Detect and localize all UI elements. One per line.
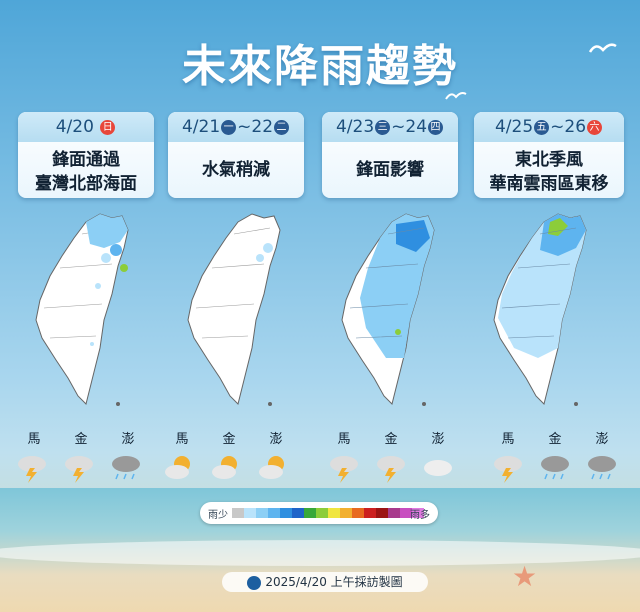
cloud-icon [424,460,452,476]
partly-sunny-icon [165,456,190,479]
date-label: 4/23 [335,117,375,137]
weather-icons [490,450,620,484]
starfish-icon: ★ [512,560,538,593]
legend-color-swatch [256,508,268,518]
weather-icons [162,450,292,484]
weekday-badge: 二 [274,119,290,135]
station-kinmen: 金 [74,432,88,447]
legend-color-swatch [400,508,412,518]
legend-color-swatch [352,508,364,518]
station-matsu: 馬 [501,432,515,447]
legend-color-swatch [316,508,328,518]
thunder-rain-icon [18,456,46,483]
legend-color-bar [232,508,424,518]
legend-low-label: 雨少 [208,510,228,521]
legend-color-swatch [244,508,256,518]
station-labels: 馬 金 澎 [16,428,146,447]
date-header: 4/25 五 ~26 六 [474,112,624,142]
station-penghu: 澎 [431,432,445,447]
date-label: 4/25 [494,117,534,137]
forecast-description: 鋒面通過 臺灣北部海面 [18,142,154,196]
legend-color-swatch [232,508,244,518]
legend-color-swatch [328,508,340,518]
seagull-icon [588,43,617,53]
date-end-label: ~24 [391,117,428,137]
date-header: 4/21 一 ~22 二 [168,112,304,142]
station-labels: 馬 金 澎 [164,428,294,447]
thunder-rain-icon [65,456,93,483]
station-matsu: 馬 [175,432,189,447]
station-penghu: 澎 [595,432,609,447]
weekday-badge: 三 [375,119,391,135]
taiwan-rain-map-4 [493,213,587,406]
partly-sunny-icon [259,456,284,479]
footer-text: 2025/4/20 上午採訪製圖 [265,575,403,589]
station-labels: 馬 金 澎 [326,428,456,447]
date-end-label: ~22 [237,117,274,137]
legend-color-swatch [280,508,292,518]
partly-sunny-icon [212,456,237,479]
legend-color-swatch [412,508,424,518]
taiwan-rain-map-3 [341,213,435,406]
weekday-badge: 六 [587,119,603,135]
cwa-logo-icon [247,575,262,590]
date-label: 4/20 [55,117,94,137]
weekday-badge: 日 [100,119,116,135]
seagull-icon [445,92,467,100]
forecast-description: 水氣稍減 [168,142,304,182]
weekday-badge: 四 [428,119,444,135]
taiwan-rain-map-2 [187,213,281,406]
forecast-card-3: 4/23 三 ~24 四 鋒面影響 [322,112,458,198]
station-kinmen: 金 [548,432,562,447]
legend-color-swatch [304,508,316,518]
legend-color-swatch [292,508,304,518]
station-labels: 馬 金 澎 [490,428,620,447]
page-title: 未來降雨趨勢 [182,41,458,92]
credit-footer: 2025/4/20 上午採訪製圖 [222,572,428,592]
date-header: 4/20 日 [18,112,154,142]
weather-icons [14,450,144,484]
forecast-card-2: 4/21 一 ~22 二 水氣稍減 [168,112,304,198]
legend-color-swatch [268,508,280,518]
description-line: 華南雲雨區東移 [489,174,609,194]
station-matsu: 馬 [27,432,41,447]
thunder-rain-icon [494,456,522,483]
date-end-label: ~26 [550,117,587,137]
weekday-badge: 一 [221,119,237,135]
legend-color-swatch [376,508,388,518]
taiwan-rain-map-1 [35,213,129,406]
station-penghu: 澎 [121,432,135,447]
station-penghu: 澎 [269,432,283,447]
description-line: 鋒面通過 [52,150,120,170]
description-line: 臺灣北部海面 [35,174,137,194]
date-label: 4/21 [181,117,221,137]
rain-legend: 雨少 雨多 [200,502,438,524]
forecast-card-4: 4/25 五 ~26 六 東北季風 華南雲雨區東移 [474,112,624,198]
date-header: 4/23 三 ~24 四 [322,112,458,142]
station-matsu: 馬 [337,432,351,447]
cloud-rain-icon [541,456,569,480]
legend-color-swatch [340,508,352,518]
legend-color-swatch [388,508,400,518]
weather-icons [326,450,456,484]
station-kinmen: 金 [384,432,398,447]
cloud-rain-icon [112,456,140,480]
description-line: 水氣稍減 [202,160,270,180]
legend-high-label: 雨多 [410,510,430,521]
forecast-description: 東北季風 華南雲雨區東移 [474,142,624,196]
forecast-description: 鋒面影響 [322,142,458,182]
thunder-rain-icon [330,456,358,483]
weekday-badge: 五 [534,119,550,135]
cloud-rain-icon [588,456,616,480]
legend-color-swatch [364,508,376,518]
station-kinmen: 金 [222,432,236,447]
thunder-rain-icon [377,456,405,483]
description-line: 鋒面影響 [356,160,424,180]
wave-decoration [0,540,640,566]
forecast-card-1: 4/20 日 鋒面通過 臺灣北部海面 [18,112,154,198]
description-line: 東北季風 [515,150,583,170]
